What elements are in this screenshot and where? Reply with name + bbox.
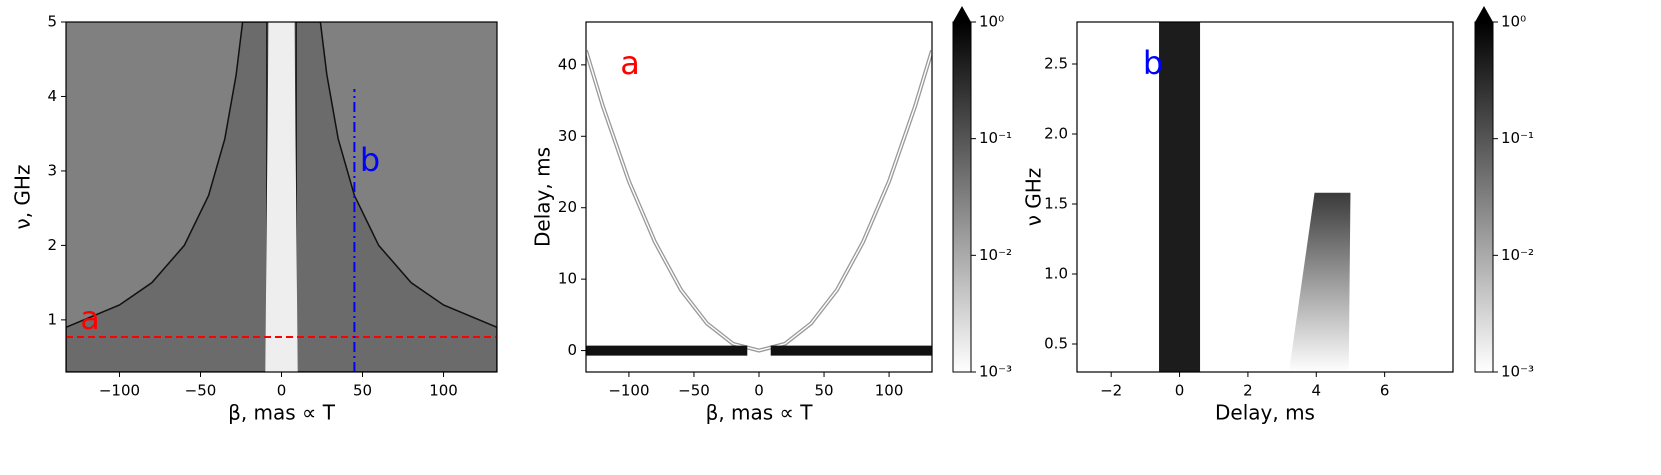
region xyxy=(295,22,497,372)
annotation: a xyxy=(620,44,640,82)
y-tick-label: 2.5 xyxy=(1044,55,1068,73)
x-tick-label: −2 xyxy=(1100,382,1122,400)
y-axis-label: ν GHz xyxy=(1022,168,1046,227)
background xyxy=(586,22,932,372)
colorbar-tick-label: 10⁻² xyxy=(1501,246,1534,264)
x-tick-label: 0 xyxy=(754,382,764,400)
colorbar-tick-label: 10⁻¹ xyxy=(979,129,1012,147)
colorbar-tick-label: 10⁻² xyxy=(979,246,1012,264)
colorbar xyxy=(952,21,972,373)
region xyxy=(1288,192,1351,372)
x-tick-label: 4 xyxy=(1311,382,1321,400)
plot-area: b xyxy=(1077,22,1453,372)
plot-area: ab xyxy=(66,22,497,372)
colorbar-tick-label: 10⁰ xyxy=(979,13,1004,31)
region xyxy=(1159,22,1201,372)
x-tick-label: 50 xyxy=(353,382,372,400)
y-tick-label: 4 xyxy=(47,87,57,105)
y-axis-label: Delay, ms xyxy=(531,147,555,247)
annotation: b xyxy=(360,141,380,179)
colorbar-tick-label: 10⁻³ xyxy=(1501,363,1534,381)
x-axis-label: Delay, ms xyxy=(1215,401,1315,425)
x-axis-label: β, mas ∝ T xyxy=(228,401,336,425)
y-tick-label: 20 xyxy=(558,198,577,216)
x-tick-label: 6 xyxy=(1380,382,1390,400)
data-line-core xyxy=(586,50,932,352)
x-tick-label: 50 xyxy=(814,382,833,400)
background xyxy=(1077,22,1453,372)
y-tick-label: 0.5 xyxy=(1044,335,1068,353)
y-tick-label: 2 xyxy=(47,236,57,254)
x-axis-label: β, mas ∝ T xyxy=(706,401,814,425)
axes-frame xyxy=(1076,21,1454,373)
region xyxy=(265,22,298,372)
x-tick-label: −50 xyxy=(678,382,710,400)
x-tick-label: 0 xyxy=(1175,382,1185,400)
y-axis-label: ν, GHz xyxy=(11,165,35,230)
annotation: a xyxy=(80,299,100,337)
x-tick-label: 100 xyxy=(429,382,458,400)
x-tick-label: −100 xyxy=(608,382,649,400)
y-tick-label: 1 xyxy=(47,310,57,328)
y-tick-label: 2.0 xyxy=(1044,125,1068,143)
y-tick-label: 10 xyxy=(558,270,577,288)
colorbar-tick-label: 10⁰ xyxy=(1501,13,1526,31)
y-tick-label: 5 xyxy=(47,13,57,31)
y-tick-label: 1.5 xyxy=(1044,195,1068,213)
y-tick-label: 3 xyxy=(47,161,57,179)
y-tick-label: 0 xyxy=(567,341,577,359)
colorbar-tick-label: 10⁻³ xyxy=(979,363,1012,381)
colorbar xyxy=(1474,21,1494,373)
colorbar-extend xyxy=(953,6,971,22)
y-tick-label: 1.0 xyxy=(1044,265,1068,283)
x-tick-label: 2 xyxy=(1243,382,1253,400)
x-tick-label: 0 xyxy=(277,382,287,400)
y-tick-label: 40 xyxy=(558,55,577,73)
x-tick-label: 100 xyxy=(875,382,904,400)
annotation: b xyxy=(1143,44,1163,82)
y-tick-label: 30 xyxy=(558,127,577,145)
colorbar-extend xyxy=(1475,6,1493,22)
plot-area: a xyxy=(586,22,932,372)
region xyxy=(66,22,268,372)
colorbar-tick-label: 10⁻¹ xyxy=(1501,129,1534,147)
x-tick-label: −100 xyxy=(99,382,140,400)
x-tick-label: −50 xyxy=(185,382,217,400)
